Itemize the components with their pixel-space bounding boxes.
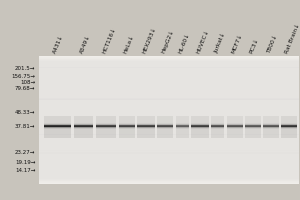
Text: 23.27→: 23.27→ [15, 150, 35, 154]
Bar [74, 128, 93, 138]
Bar [39, 150, 298, 151]
Bar [96, 128, 116, 138]
Text: 79.68→: 79.68→ [15, 86, 35, 92]
Text: 156.75→: 156.75→ [11, 73, 35, 78]
Text: T800↓: T800↓ [267, 34, 279, 54]
Bar [44, 128, 70, 138]
Bar [263, 116, 279, 124]
Bar [39, 152, 298, 154]
Bar [39, 59, 298, 181]
Bar [137, 128, 154, 138]
Text: 201.5→: 201.5→ [15, 66, 35, 71]
Bar [39, 58, 298, 182]
Bar [245, 116, 261, 124]
Bar [39, 57, 298, 183]
Bar [96, 116, 116, 124]
Bar [281, 128, 297, 138]
Bar [263, 128, 279, 138]
Bar [157, 128, 173, 138]
Bar [118, 128, 135, 138]
Bar [226, 116, 243, 124]
Text: 108→: 108→ [20, 80, 35, 86]
Text: HCT116↓: HCT116↓ [101, 26, 116, 54]
Bar [245, 128, 261, 138]
Bar [226, 128, 243, 138]
Bar [157, 116, 173, 124]
Text: MCF7↓: MCF7↓ [230, 32, 243, 54]
Bar [281, 116, 297, 124]
Text: 14.17→: 14.17→ [15, 168, 35, 173]
Bar [137, 116, 154, 124]
Bar [74, 116, 93, 124]
Text: HEX293↓: HEX293↓ [142, 26, 157, 54]
Bar [39, 57, 298, 183]
Bar [39, 60, 298, 180]
Text: 37.81→: 37.81→ [15, 123, 35, 129]
Text: A431↓: A431↓ [52, 34, 64, 54]
Text: 48.33→: 48.33→ [15, 110, 35, 114]
Text: Rat Brain↓: Rat Brain↓ [285, 23, 300, 54]
Bar [44, 116, 70, 124]
Text: HepG2↓: HepG2↓ [160, 29, 175, 54]
Bar [191, 116, 208, 124]
Bar [39, 59, 298, 181]
Bar [39, 67, 298, 68]
Text: HL-60↓: HL-60↓ [178, 32, 190, 54]
Bar [211, 116, 224, 124]
Bar [39, 61, 298, 179]
Bar [39, 99, 298, 100]
Bar [176, 116, 189, 124]
Bar [176, 128, 189, 138]
Bar [191, 128, 208, 138]
Bar [39, 56, 298, 184]
Text: A549↓: A549↓ [79, 33, 91, 54]
Bar [211, 128, 224, 138]
Text: PC3↓: PC3↓ [249, 37, 259, 54]
Bar [39, 134, 298, 135]
Text: HeLa↓: HeLa↓ [122, 34, 134, 54]
Bar [118, 116, 135, 124]
Text: 19.19→: 19.19→ [15, 160, 35, 164]
Bar [39, 56, 298, 184]
Text: Jurkat↓: Jurkat↓ [213, 32, 226, 54]
Text: HUVEC↓: HUVEC↓ [196, 28, 210, 54]
Bar [39, 98, 298, 100]
